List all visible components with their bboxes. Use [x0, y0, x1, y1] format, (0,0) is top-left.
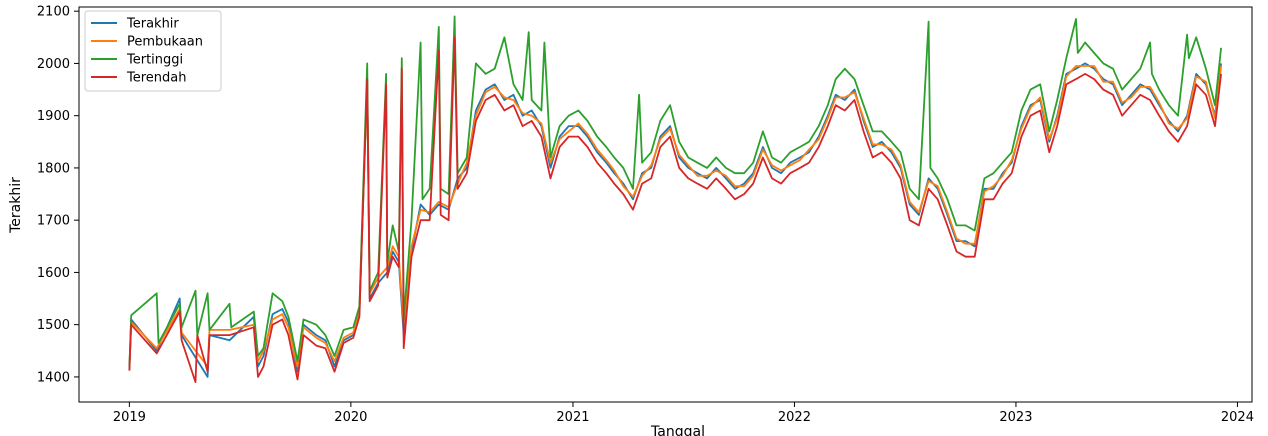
x-tick-label: 2021 [556, 410, 589, 425]
y-axis-label: Terakhir [8, 177, 24, 234]
legend-label-terendah: Terendah [126, 71, 186, 86]
y-tick-label: 2000 [37, 57, 70, 72]
y-tick-label: 1400 [37, 370, 70, 385]
y-tick-label: 1700 [37, 214, 70, 229]
legend-box [84, 10, 222, 92]
legend-label-terakhir: Terakhir [126, 17, 179, 32]
plot-frame [78, 6, 1253, 403]
series-line-pembukaan [128, 65, 1222, 368]
series-line-terakhir [128, 62, 1222, 378]
legend-label-pembukaan: Pembukaan [127, 35, 203, 50]
x-tick-label: 2020 [334, 410, 367, 425]
series-line-tertinggi [128, 15, 1222, 367]
y-tick-label: 1900 [37, 109, 70, 124]
y-tick-label: 2100 [37, 5, 70, 20]
x-axis: 2019 2020 2021 2022 2023 2024 [113, 402, 1254, 425]
plot-lines [128, 15, 1222, 383]
series-line-terendah [128, 36, 1222, 383]
y-axis: 1400 1500 1600 1700 1800 1900 2000 2100 [37, 5, 79, 385]
x-tick-label: 2023 [999, 410, 1032, 425]
x-tick-label: 2019 [113, 410, 146, 425]
y-tick-label: 1500 [37, 318, 70, 333]
legend-label-tertinggi: Tertinggi [126, 53, 183, 68]
x-axis-label: Tanggal [650, 424, 705, 436]
y-tick-label: 1600 [37, 266, 70, 281]
x-tick-label: 2022 [778, 410, 811, 425]
y-tick-label: 1800 [37, 161, 70, 176]
x-tick-label: 2024 [1221, 410, 1254, 425]
legend: Terakhir Pembukaan Tertinggi Terendah [84, 10, 222, 92]
